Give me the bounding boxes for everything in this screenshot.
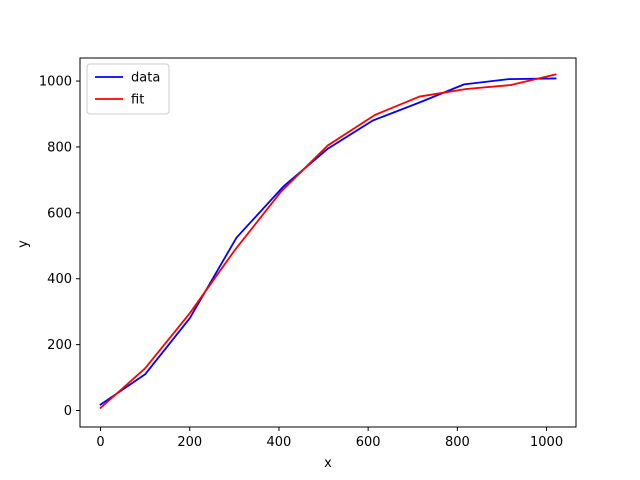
y-tick-label: 0 [64, 404, 72, 419]
axes-frame [79, 57, 577, 428]
legend-label-data: data [131, 71, 160, 86]
axes-spines [79, 57, 577, 428]
y-tick-label: 200 [47, 338, 72, 353]
y-tick-label: 1000 [39, 75, 72, 90]
x-tick-label: 1000 [530, 435, 563, 450]
x-tick-label: 0 [96, 435, 104, 450]
y-tick-label: 800 [47, 140, 72, 155]
x-axis-label: x [324, 456, 332, 471]
series-line-data [99, 77, 557, 406]
y-tick-label: 400 [47, 272, 72, 287]
y-tick-label: 600 [47, 206, 72, 221]
x-tick-label: 400 [267, 435, 292, 450]
x-tick-label: 600 [356, 435, 381, 450]
x-tick-label: 200 [177, 435, 202, 450]
ticks-group: 0 200 400 600 800 1000 0 200 400 600 800 1000 [39, 75, 563, 450]
plot-background [80, 58, 576, 427]
legend-label-fit: fit [131, 93, 144, 108]
x-tick-label: 800 [445, 435, 470, 450]
y-axis-label: y [16, 240, 31, 248]
series-group [99, 73, 557, 410]
legend: data fit [86, 63, 170, 115]
plot-area [80, 58, 576, 427]
series-line-fit [99, 73, 557, 410]
